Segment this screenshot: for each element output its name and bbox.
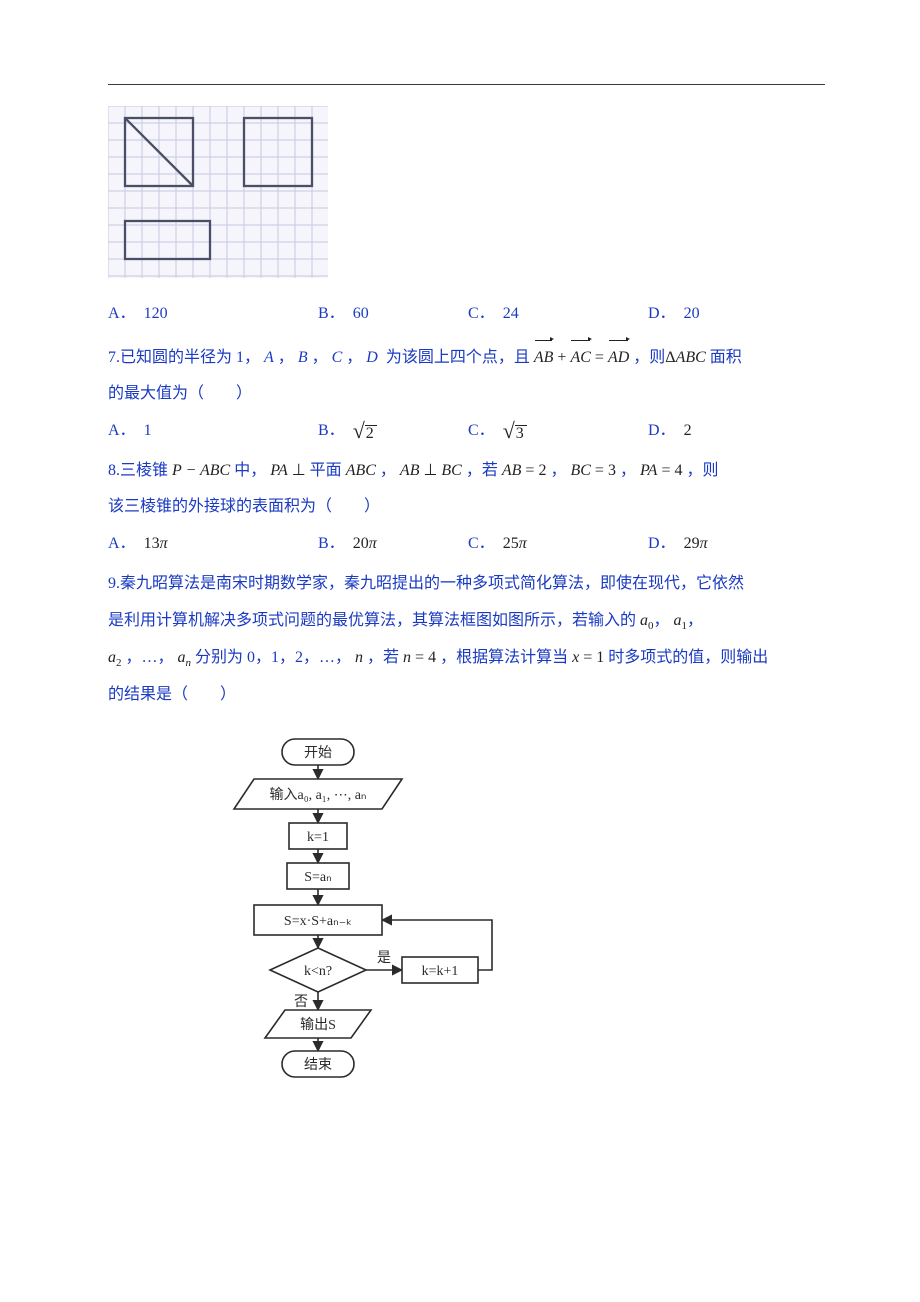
q9-line1: 9.秦九昭算法是南宋时期数学家，秦九昭提出的一种多项式简化算法，即使在现代，它依…	[108, 569, 825, 599]
q8-opt-a: A．13π	[108, 529, 318, 559]
q8-opt-b: B．20π	[318, 529, 468, 559]
flow-no-label: 否	[294, 995, 308, 1010]
grid-svg	[108, 106, 328, 278]
q7-opt-c: C．√3	[468, 416, 648, 446]
q6-opt-c: C．24	[468, 299, 648, 329]
q7-options: A．1 B．√2 C．√3 D．2	[108, 416, 825, 446]
flow-out-label: 输出S	[300, 1017, 336, 1033]
q6-opt-a: A．120	[108, 299, 318, 329]
q7-line1: 7.已知圆的半径为 1， A ， B ， C ， D 为该圆上四个点，且 AB …	[108, 340, 825, 373]
q9-line2: 是利用计算机解决多项式问题的最优算法，其算法框图如图所示，若输入的 a0， a1…	[108, 606, 825, 637]
q8-line1: 8.三棱锥 P − ABC 中， PA ⊥ 平面 ABC ， AB ⊥ BC ，…	[108, 456, 825, 486]
q9-line4: 的结果是（ ）	[108, 680, 825, 710]
flow-start-label: 开始	[304, 745, 332, 761]
flow-yes-label: 是	[377, 951, 391, 966]
q6-grid-figure	[108, 106, 825, 289]
q7-opt-d: D．2	[648, 416, 692, 446]
flow-end-label: 结束	[304, 1057, 332, 1073]
flow-k1-label: k=1	[307, 830, 329, 845]
q8-opt-d: D．29π	[648, 529, 708, 559]
flow-dec-label: k<n?	[304, 964, 332, 979]
q6-opt-d: D．20	[648, 299, 700, 329]
q7-line2: 的最大值为（ ）	[108, 379, 825, 409]
q8-line2: 该三棱锥的外接球的表面积为（ ）	[108, 492, 825, 522]
q7-opt-a: A．1	[108, 416, 318, 446]
q9-line3: a2 ，…， an 分别为 0，1，2，…， n ，若 n = 4 ，根据算法计…	[108, 643, 825, 674]
flowchart-svg: 开始 输入a₀, a₁, ⋯, aₙ k=1 S=aₙ S=x·S+aₙ₋ₖ	[188, 728, 508, 1088]
q9-flowchart: 开始 输入a₀, a₁, ⋯, aₙ k=1 S=aₙ S=x·S+aₙ₋ₖ	[188, 728, 825, 1099]
q6-options: A．120 B．60 C．24 D．20	[108, 299, 825, 329]
q8-options: A．13π B．20π C．25π D．29π	[108, 529, 825, 559]
flow-kinc-label: k=k+1	[422, 964, 459, 979]
flow-san-label: S=aₙ	[304, 870, 331, 885]
q8-opt-c: C．25π	[468, 529, 648, 559]
exam-page: A．120 B．60 C．24 D．20 7.已知圆的半径为 1， A ， B …	[0, 0, 920, 1302]
q6-opt-b: B．60	[318, 299, 468, 329]
flow-sxs-label: S=x·S+aₙ₋ₖ	[284, 914, 352, 929]
flow-input-label: 输入a₀, a₁, ⋯, aₙ	[270, 787, 367, 803]
q7-opt-b: B．√2	[318, 416, 468, 446]
